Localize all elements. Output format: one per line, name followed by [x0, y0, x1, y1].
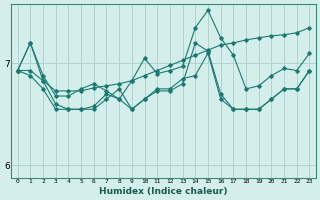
X-axis label: Humidex (Indice chaleur): Humidex (Indice chaleur): [99, 187, 228, 196]
